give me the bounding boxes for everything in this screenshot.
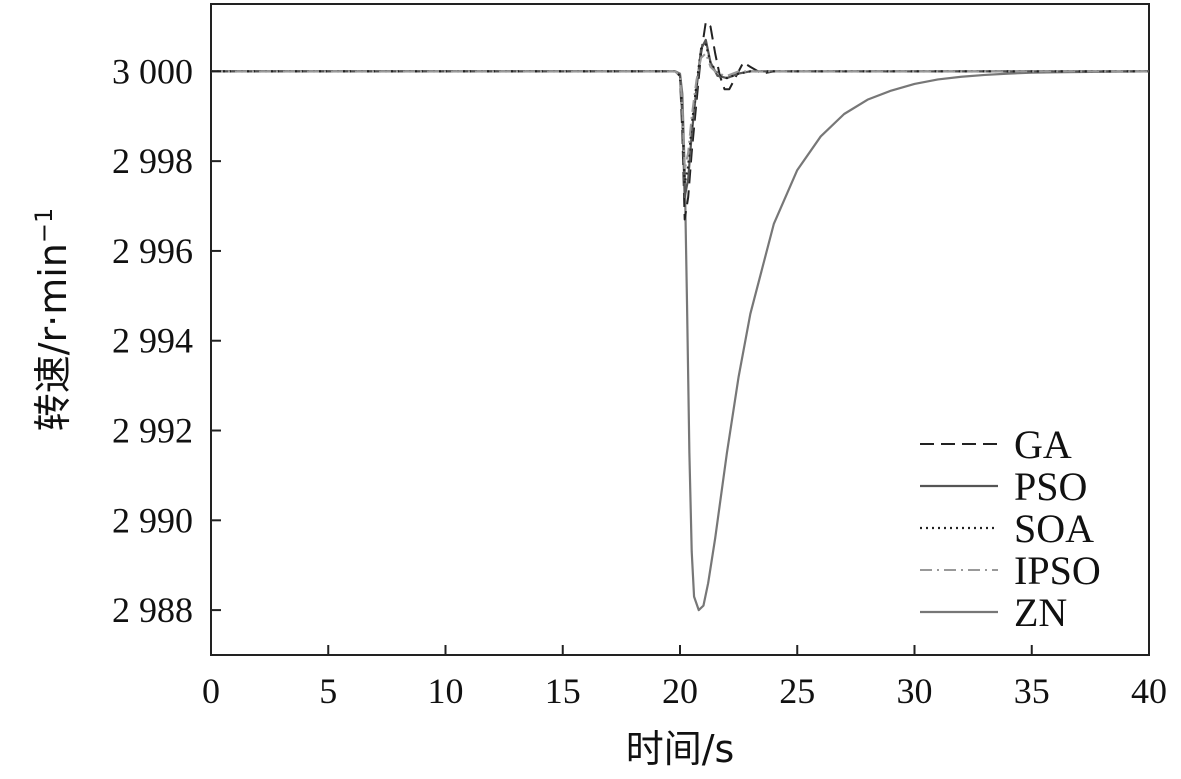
plot-area-frame bbox=[210, 3, 1150, 656]
x-axis-title: 时间/s bbox=[626, 727, 735, 771]
x-tick-label: 40 bbox=[1131, 671, 1167, 711]
y-axis-title: 转速/r·min−1 bbox=[30, 208, 75, 432]
series-line-soa bbox=[211, 43, 1149, 185]
legend-label-zn: ZN bbox=[1014, 590, 1067, 635]
x-tick-label: 10 bbox=[428, 671, 464, 711]
x-tick-label: 0 bbox=[202, 671, 220, 711]
y-axis-title-exponent: −1 bbox=[30, 208, 58, 243]
y-tick-label: 2 988 bbox=[112, 590, 193, 630]
x-tick-label: 25 bbox=[779, 671, 815, 711]
x-axis-ticks: 0 5 10 15 20 25 30 35 40 bbox=[202, 645, 1167, 711]
x-tick-label: 35 bbox=[1014, 671, 1050, 711]
y-axis-ticks: 2 988 2 990 2 992 2 994 2 996 2 998 3 000 bbox=[112, 51, 221, 630]
x-tick-label: 30 bbox=[897, 671, 933, 711]
y-tick-label: 2 992 bbox=[112, 411, 193, 451]
x-tick-label: 5 bbox=[319, 671, 337, 711]
x-tick-label: 15 bbox=[545, 671, 581, 711]
legend-label-ga: GA bbox=[1014, 422, 1072, 467]
x-tick-label: 20 bbox=[662, 671, 698, 711]
series-line-zn bbox=[211, 70, 1150, 612]
series-line-ipso bbox=[211, 52, 1149, 172]
y-tick-label: 2 996 bbox=[112, 231, 193, 271]
legend-label-soa: SOA bbox=[1014, 506, 1094, 551]
y-tick-label: 2 998 bbox=[112, 141, 193, 181]
y-axis-title-main: 转速/r·min bbox=[31, 243, 75, 431]
series-line-pso bbox=[211, 38, 1149, 199]
legend-label-ipso: IPSO bbox=[1014, 548, 1101, 593]
series-line-ga bbox=[211, 20, 1149, 221]
y-tick-label: 2 994 bbox=[112, 321, 193, 361]
y-tick-label: 3 000 bbox=[112, 51, 193, 91]
series-layer bbox=[211, 20, 1150, 612]
y-tick-label: 2 990 bbox=[112, 500, 193, 540]
legend-label-pso: PSO bbox=[1014, 464, 1087, 509]
